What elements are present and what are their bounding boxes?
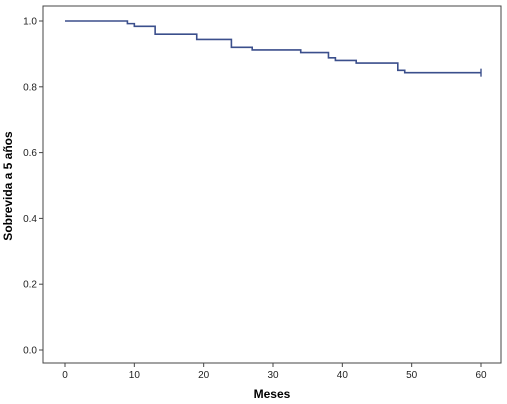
x-axis: 0 10 20 30 40 50 60 — [62, 363, 487, 381]
x-axis-title: Meses — [254, 387, 291, 401]
x-tick-label: 30 — [267, 370, 279, 381]
x-tick-label: 50 — [406, 370, 418, 381]
x-tick-label: 40 — [337, 370, 349, 381]
plot-border — [42, 5, 502, 364]
y-tick-label: 1.0 — [23, 17, 37, 28]
x-tick-label: 0 — [62, 370, 68, 381]
y-tick-label: 0.2 — [23, 280, 37, 291]
x-tick-label: 10 — [129, 370, 141, 381]
y-tick-label: 0.4 — [23, 214, 37, 225]
y-axis-title: Sobrevida a 5 años — [1, 131, 15, 241]
y-tick-label: 0.0 — [23, 346, 37, 357]
x-tick-label: 20 — [198, 370, 210, 381]
plot-frame — [42, 5, 502, 364]
series-layer — [64, 20, 482, 77]
y-axis: 0.0 0.2 0.4 0.6 0.8 1.0 — [23, 17, 43, 357]
y-tick-label: 0.6 — [23, 148, 37, 159]
x-tick-label: 60 — [475, 370, 487, 381]
y-tick-label: 0.8 — [23, 82, 37, 93]
